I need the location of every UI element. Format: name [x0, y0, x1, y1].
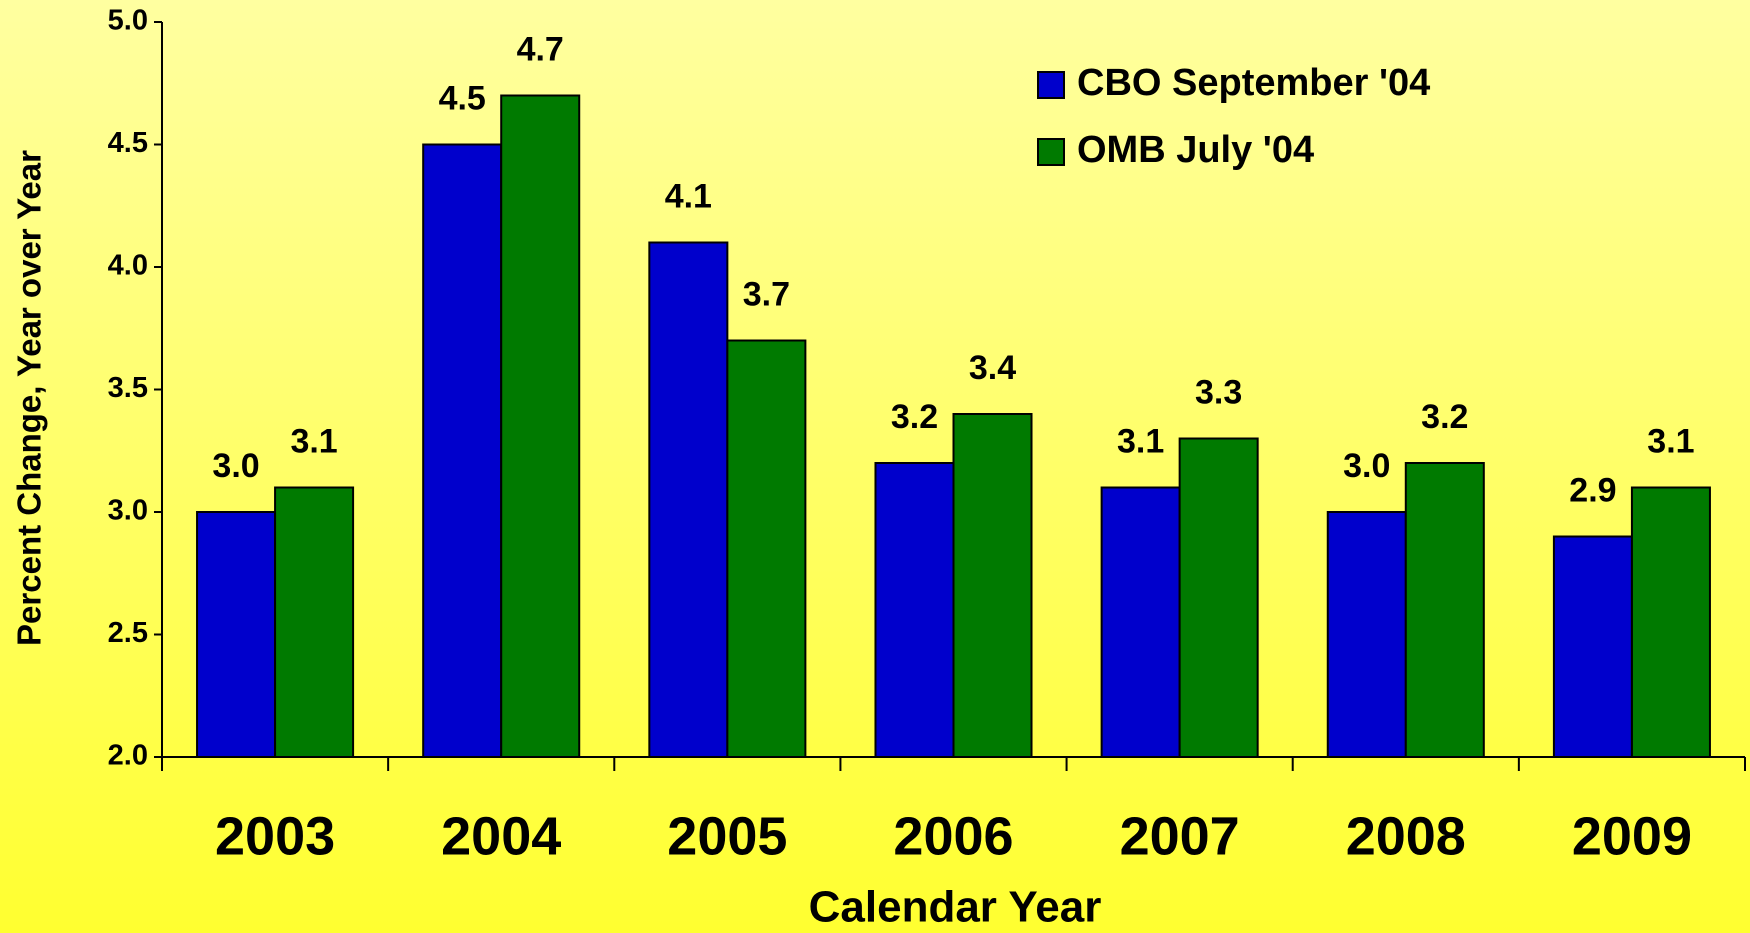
bar [1326, 511, 1407, 758]
data-label: 3.0 [1343, 447, 1390, 485]
bar [874, 462, 955, 758]
data-label: 2.9 [1569, 471, 1616, 509]
data-label: 3.1 [290, 422, 337, 460]
y-tick-label: 5.0 [108, 5, 148, 37]
x-tick-label: 2003 [215, 806, 335, 866]
y-tick-label: 3.5 [108, 372, 148, 404]
y-tick-label: 2.5 [108, 617, 148, 649]
bar [1404, 462, 1485, 758]
bar [648, 241, 729, 758]
data-label: 4.5 [439, 79, 486, 117]
data-label: 3.1 [1117, 422, 1164, 460]
y-tick-label: 4.0 [108, 250, 148, 282]
bar [422, 143, 503, 758]
bar [500, 94, 581, 758]
y-axis-title: Percent Change, Year over Year [11, 150, 48, 646]
y-tick-label: 4.5 [108, 127, 148, 159]
bar [1178, 437, 1259, 758]
bar [1552, 535, 1633, 758]
x-tick-label: 2009 [1572, 806, 1692, 866]
data-label: 3.2 [891, 398, 938, 436]
bar [1630, 486, 1711, 758]
data-label: 4.7 [517, 30, 564, 68]
legend-label: OMB July '04 [1077, 129, 1314, 171]
y-tick-label: 2.0 [108, 740, 148, 772]
bar [274, 486, 355, 758]
data-label: 3.2 [1421, 398, 1468, 436]
x-tick-label: 2005 [667, 806, 787, 866]
data-label: 3.0 [212, 447, 259, 485]
data-label: 4.1 [665, 177, 712, 215]
x-tick-label: 2007 [1120, 806, 1240, 866]
bar [952, 413, 1033, 758]
legend-swatch [1037, 71, 1065, 99]
data-label: 3.3 [1195, 373, 1242, 411]
legend-label: CBO September '04 [1077, 62, 1430, 104]
data-label: 3.4 [969, 349, 1016, 387]
bar [196, 511, 277, 758]
bar [726, 339, 807, 758]
x-tick-label: 2008 [1346, 806, 1466, 866]
x-tick-label: 2004 [441, 806, 561, 866]
legend-swatch [1037, 138, 1065, 166]
data-label: 3.1 [1647, 422, 1694, 460]
bar [1100, 486, 1181, 758]
y-tick-label: 3.0 [108, 495, 148, 527]
x-tick-label: 2006 [893, 806, 1013, 866]
data-label: 3.7 [743, 275, 790, 313]
x-axis-title: Calendar Year [809, 883, 1102, 932]
